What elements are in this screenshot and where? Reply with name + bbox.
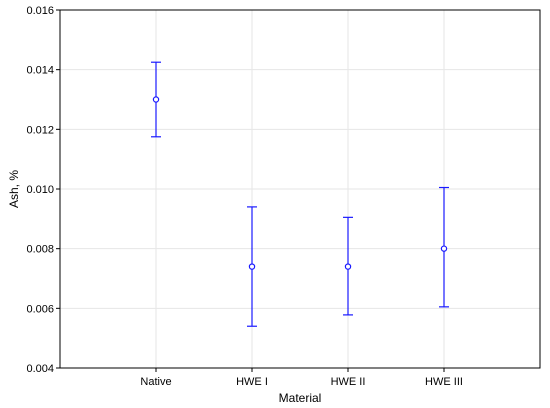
y-tick-label: 0.006	[26, 303, 54, 315]
mean-point	[440, 245, 448, 252]
x-tick-label: HWE I	[236, 376, 268, 388]
mean-point	[152, 96, 160, 103]
mean-point	[344, 263, 352, 270]
y-tick-label: 0.010	[26, 184, 54, 196]
grid-lines	[60, 10, 540, 368]
y-tick-label: 0.014	[26, 65, 54, 77]
y-tick-label: 0.004	[26, 363, 54, 375]
y-axis-label: Ash, %	[7, 170, 21, 208]
mean-point	[248, 263, 256, 270]
x-tick-label: Native	[140, 376, 171, 388]
x-axis-label: Material	[279, 391, 322, 405]
y-tick-label: 0.008	[26, 244, 54, 256]
error-bar-group	[343, 216, 353, 316]
error-bar-group	[151, 61, 161, 138]
y-tick-label: 0.016	[26, 5, 54, 17]
error-bar-group	[439, 186, 449, 308]
y-tick-label: 0.012	[26, 124, 54, 136]
error-bar-group	[247, 206, 257, 327]
x-tick-label: HWE II	[331, 376, 366, 388]
data-series	[151, 61, 449, 327]
x-tick-label: HWE III	[425, 376, 463, 388]
axis-ticks: 0.004 0.006 0.008 0.010 0.012 0.014 0.016 Nativ…	[26, 5, 462, 388]
